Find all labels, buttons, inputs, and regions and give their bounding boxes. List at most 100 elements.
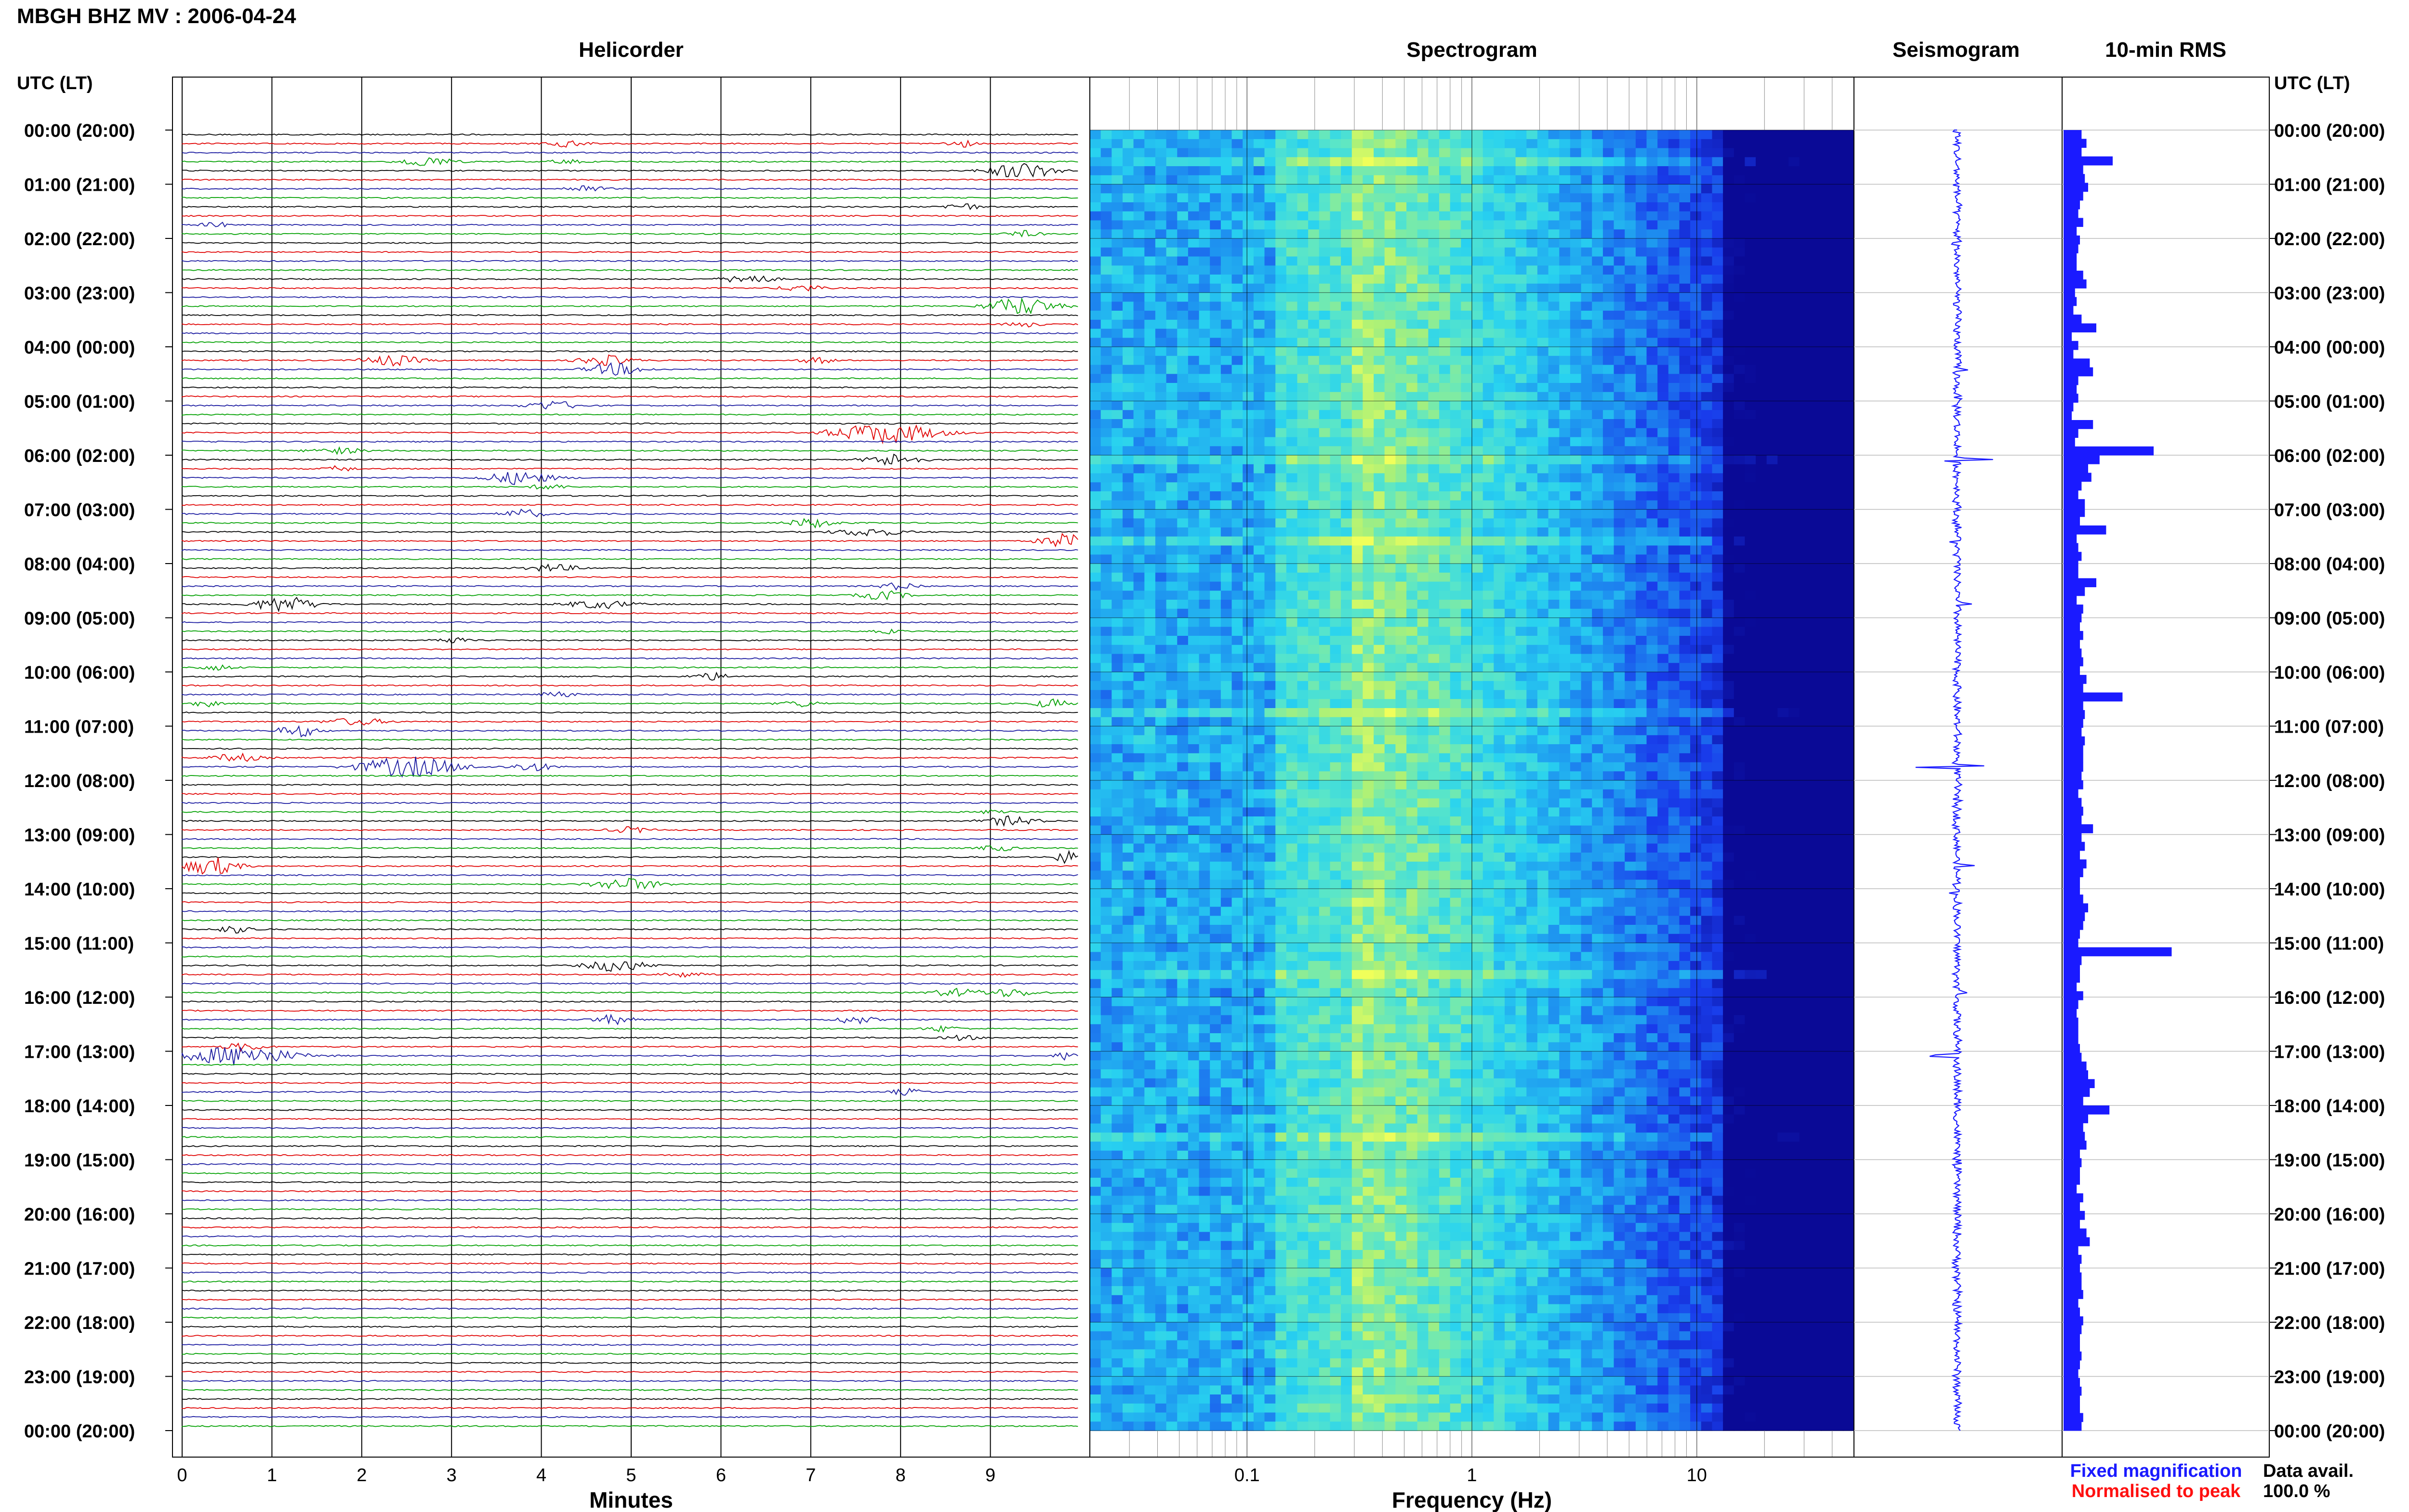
utc-lt-label-right: 00:00 (20:00) [2274,1421,2385,1442]
rms-bar [2064,394,2078,403]
utc-lt-label-right: 16:00 (12:00) [2274,988,2385,1008]
rms-bar [2064,516,2080,526]
legend-fixed-magnification: Fixed magnification [2070,1461,2242,1481]
helicorder-trace [182,1217,1078,1220]
rms-bar-chart [2062,77,2270,1458]
rms-bar [2064,332,2072,342]
rms-bar [2064,147,2082,157]
utc-lt-label-right: 01:00 (21:00) [2274,175,2385,196]
helicorder-trace [182,738,1078,741]
rms-bar [2064,218,2083,227]
rms-bar [2064,920,2083,930]
rms-bar [2064,350,2074,359]
minute-tick-label: 9 [985,1465,995,1486]
minute-tick-label: 4 [536,1465,546,1486]
utc-lt-label-right: 12:00 (08:00) [2274,771,2385,791]
rms-bar [2064,727,2082,737]
rms-bar [2064,1052,2082,1062]
helicorder-trace [182,628,1078,634]
helicorder-trace [182,440,1078,443]
rms-bar [2064,429,2078,438]
rms-bar [2064,499,2085,508]
helicorder-trace [182,1172,1078,1174]
helicorder-trace [182,230,1078,238]
helicorder-trace [182,1235,1078,1238]
helicorder-trace [182,657,1078,660]
rms-bar [2064,508,2085,517]
helicorder-trace [182,783,1078,786]
helicorder-trace [182,503,1078,506]
helicorder-trace [182,341,1078,343]
spectrogram-title: Spectrogram [1406,38,1537,62]
helicorder-trace [182,792,1078,795]
rms-bar [2064,1299,2078,1308]
rms-bar [2064,1070,2088,1079]
rms-bar [2064,1325,2082,1334]
helicorder-trace [182,919,1078,921]
rms-bar [2064,235,2080,245]
utc-lt-label-right: 23:00 (19:00) [2274,1367,2385,1388]
helicorder-trace [182,874,1078,877]
rms-bar [2064,569,2078,579]
minute-tick-label: 0 [177,1465,187,1486]
helicorder-trace [182,1190,1078,1193]
helicorder-trace [182,1046,1078,1065]
rms-bar [2064,464,2088,473]
rms-bar [2064,367,2093,377]
utc-lt-label-left: 16:00 (12:00) [24,988,135,1008]
rms-bar [2064,1386,2082,1396]
rms-bar [2064,1149,2080,1158]
rms-bar [2064,1263,2080,1273]
helicorder-trace [182,214,1078,217]
rms-bar [2064,868,2083,878]
helicorder-trace [182,612,1078,615]
utc-lt-label-left: 22:00 (18:00) [24,1313,135,1333]
rms-bar [2064,1184,2077,1194]
rms-bar [2064,305,2074,315]
helicorder-trace [182,711,1078,714]
x-axes: 0 1 2 3 4 5 6 7 8 9 0.1 1 10 [177,1465,1707,1486]
helicorder-trace [182,558,1078,560]
seismogram-plot [1853,77,2063,1458]
helicorder-trace [182,242,1078,244]
spectrogram-cells [1090,130,1854,1431]
helicorder-trace [182,596,1078,613]
utc-lt-label-right: 06:00 (02:00) [2274,446,2385,466]
rms-bar [2064,1378,2080,1387]
helicorder-trace [182,260,1078,263]
helicorder-trace [182,139,1078,148]
helicorder-trace [182,151,1078,154]
utc-lt-label-left: 10:00 (06:00) [24,663,135,683]
helicorder-trace [182,1009,1078,1012]
rms-bar [2064,710,2085,719]
rms-bar [2064,1061,2087,1071]
helicorder-trace [182,982,1078,985]
helicorder-trace [182,296,1078,299]
helicorder-trace [182,802,1078,804]
rms-bar [2064,481,2082,491]
rms-frame [2062,77,2270,1458]
rms-bar [2064,587,2085,596]
rms-bar [2064,1413,2083,1422]
rms-bar [2064,736,2085,746]
rms-bar [2064,1105,2110,1115]
helicorder-trace [182,648,1078,651]
utc-lt-label-left: 17:00 (13:00) [24,1042,135,1063]
helicorder-trace [182,684,1078,687]
helicorder-trace [182,424,1078,445]
helicorder-trace [182,508,1078,517]
helicorder-trace [182,178,1078,181]
helicorder-trace [182,197,1078,199]
rms-bar [2064,288,2075,298]
left-axis-title: UTC (LT) [17,73,93,93]
helicorder-trace [182,910,1078,913]
rms-bar [2064,1210,2085,1220]
rms-bar [2064,833,2082,842]
helicorder-trace [182,472,1078,485]
rms-bar [2064,982,2077,992]
rms-bar [2064,965,2080,974]
helicorder-trace [182,1380,1078,1382]
rms-bar [2064,253,2077,263]
helicorder-trace [182,1109,1078,1111]
helicorder-trace [182,1425,1078,1427]
